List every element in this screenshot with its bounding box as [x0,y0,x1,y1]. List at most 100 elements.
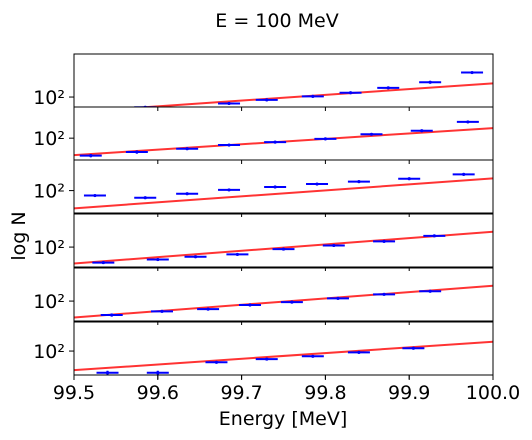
subplot-frame [73,321,494,376]
data-point [461,70,484,75]
marker [214,360,219,364]
y-axis-label: log N [8,211,30,260]
data-point [172,108,194,111]
marker [110,313,114,317]
marker [135,150,139,154]
x-tick-label: 100.0 [466,382,520,404]
data-point [218,188,241,192]
x-axis: 99.5 99.6 99.7 99.8 99.9 100.0 [53,375,520,404]
data-point [92,260,115,265]
marker [382,292,386,296]
data-point [373,239,396,243]
y-tick-label: 10² [33,87,65,109]
x-axis-label: Energy [MeV] [219,408,347,430]
data-point [402,346,425,350]
marker [156,371,160,375]
data-point [264,185,287,189]
marker [143,196,147,200]
marker [248,303,252,307]
data-point [339,91,362,95]
marker [470,70,474,75]
x-tick-label: 99.7 [220,382,262,404]
data-point [419,289,442,293]
marker [93,193,97,198]
subplot-3: 10² [33,159,494,217]
marker [466,120,470,124]
x-tick-label: 99.6 [137,382,179,404]
data-point [255,357,278,361]
subplot-5: 10² [33,267,494,325]
marker [181,108,184,111]
marker [311,354,315,358]
fit-line [74,177,493,210]
subplot-frame [73,213,494,268]
marker [227,143,231,147]
data-point [197,307,220,311]
marker [185,192,189,196]
data-point [100,313,123,317]
figure-title: E = 100 MeV [215,10,338,32]
data-point [146,257,169,262]
marker [101,260,105,265]
subplot-stack: 10² 10² 10² 10² 10² 10² [33,53,494,379]
data-point [134,196,157,200]
marker [193,255,198,259]
data-point [218,101,241,106]
data-point [255,98,278,102]
marker [420,129,424,133]
data-point [373,292,396,296]
data-point [347,180,370,184]
plot-area [133,70,493,111]
marker [432,234,436,238]
marker [273,185,277,189]
subplot-frame [73,267,494,322]
data-point [452,172,475,176]
plot-area [74,172,493,210]
marker [428,80,432,84]
marker [382,239,386,243]
marker [290,300,294,304]
data-point [410,129,433,133]
data-point [79,153,102,158]
subplot-2: 10² [33,106,494,164]
plot-area [74,340,493,375]
subplot-4: 10² [33,213,494,271]
subplot-1: 10² [33,53,494,111]
data-point [218,143,241,147]
fit-line [74,340,493,372]
data-point [226,252,249,257]
marker [105,371,110,375]
y-tick-label: 10² [33,237,65,259]
data-point [347,350,370,354]
marker [336,296,340,300]
data-point [301,94,324,98]
data-point [150,309,173,313]
data-point [184,255,207,259]
data-point [83,193,106,198]
data-point [146,370,169,375]
data-point [176,147,199,151]
marker [428,289,432,293]
marker [348,91,353,95]
data-point [125,150,148,154]
marker [156,257,160,262]
data-point [314,137,337,141]
data-point [96,370,119,375]
data-point [280,300,303,304]
marker [323,137,327,141]
marker [315,182,319,186]
data-point [205,360,228,364]
plot-area [74,120,493,158]
marker [357,350,361,354]
marker [281,247,286,251]
data-point [176,192,199,196]
x-tick-label: 99.5 [53,382,95,404]
marker [265,357,269,361]
marker [311,94,315,98]
y-tick-label: 10² [33,128,65,150]
data-point [377,86,400,90]
marker [265,98,269,102]
marker [462,172,466,176]
marker [160,309,164,313]
subplot-frame [73,159,494,214]
